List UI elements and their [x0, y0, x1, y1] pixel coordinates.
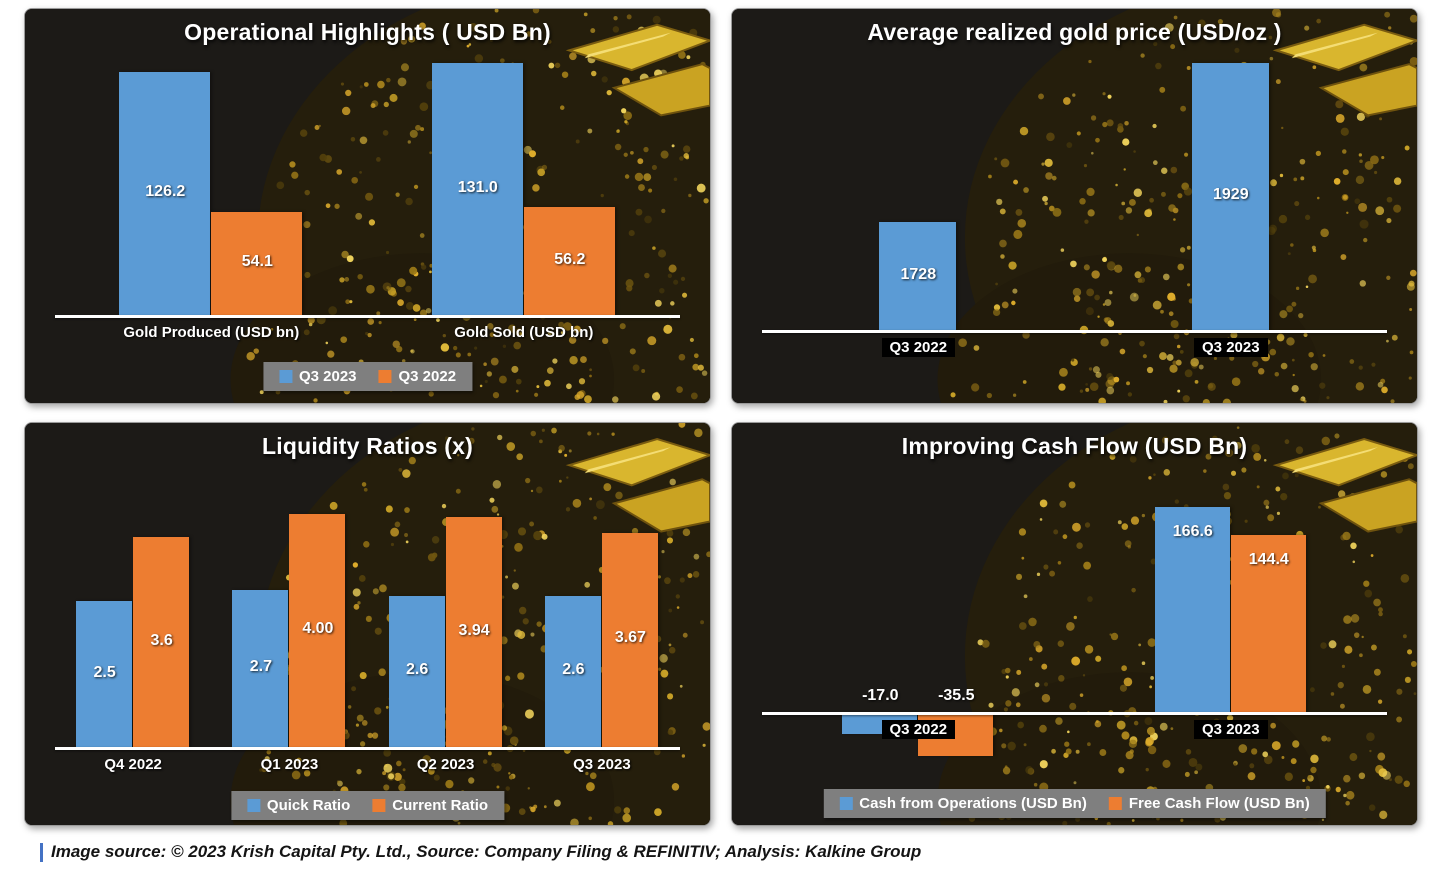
x-axis-line — [762, 712, 1387, 715]
x-axis-line — [762, 330, 1387, 333]
panel-average-gold-price: Average realized gold price (USD/oz ) 17… — [731, 8, 1418, 404]
chart-plot-area: 1728 Q3 2022 1929 Q3 2023 — [762, 63, 1387, 331]
category-label-text: Q1 2023 — [261, 756, 319, 773]
chart-plot-area: -17.0 -35.5 Q3 2022 166.6 144.4 Q3 2023 — [762, 503, 1387, 768]
bar-value-label: 56.2 — [502, 251, 638, 269]
category-label-text: Q3 2022 — [882, 720, 956, 739]
bar-value-label: 144.4 — [1209, 551, 1329, 569]
category-label: Q3 2022 — [798, 721, 1038, 738]
bar-value-label: 166.6 — [1133, 523, 1253, 541]
chart-title: Improving Cash Flow (USD Bn) — [742, 433, 1407, 460]
legend-swatch-blue — [247, 799, 260, 812]
footer: Image source: © 2023 Krish Capital Pty. … — [40, 842, 1444, 862]
bar-value-label: 2.6 — [367, 661, 468, 679]
image-source-caption: Image source: © 2023 Krish Capital Pty. … — [51, 842, 921, 862]
panel-improving-cash-flow: Improving Cash Flow (USD Bn) -17.0 -35.5 Q… — [731, 422, 1418, 826]
bar-value-label: 2.7 — [210, 658, 311, 676]
legend-label: Quick Ratio — [267, 797, 350, 814]
footer-accent-bar — [40, 843, 43, 862]
legend-swatch-orange — [379, 370, 392, 383]
legend-label: Q3 2022 — [399, 368, 457, 385]
chart-legend: Cash from Operations (USD Bn) Free Cash … — [823, 789, 1325, 818]
bar-value-label: 3.67 — [580, 629, 681, 647]
category-label-text: Gold Sold (USD bn) — [454, 324, 593, 341]
bar-value-label: 1929 — [1170, 186, 1292, 204]
x-axis-line — [55, 315, 680, 318]
legend-label: Q3 2023 — [299, 368, 357, 385]
charts-grid: Operational Highlights ( USD Bn) 126.2 54… — [0, 0, 1444, 826]
chart-legend: Quick Ratio Current Ratio — [231, 791, 504, 820]
legend-item: Cash from Operations (USD Bn) — [839, 795, 1087, 812]
legend-item: Quick Ratio — [247, 797, 350, 814]
bar-value-label: 4.00 — [267, 620, 368, 638]
category-label-text: Q2 2023 — [417, 756, 475, 773]
category-label-text: Q4 2022 — [104, 756, 162, 773]
legend-swatch-blue — [839, 797, 852, 810]
category-label-text: Q3 2023 — [1194, 720, 1268, 739]
category-label: Gold Produced (USD bn) — [91, 324, 331, 341]
category-label-text: Q3 2023 — [573, 756, 631, 773]
bar-value-label: 2.6 — [523, 661, 624, 679]
chart-plot-area: 2.5 3.6 Q4 2022 2.7 4.00 Q1 2023 2.6 3.94 Q2 202… — [55, 493, 680, 748]
legend-swatch-orange — [372, 799, 385, 812]
legend-label: Free Cash Flow (USD Bn) — [1129, 795, 1310, 812]
category-label: Q3 2022 — [798, 339, 1038, 356]
x-axis-line — [55, 747, 680, 750]
category-label: Q3 2023 — [482, 756, 711, 773]
bar-value-label: 3.6 — [111, 632, 212, 650]
legend-swatch-orange — [1109, 797, 1122, 810]
chart-title: Average realized gold price (USD/oz ) — [742, 19, 1407, 46]
category-label-text: Q3 2023 — [1194, 338, 1268, 357]
category-label: Gold Sold (USD bn) — [404, 324, 644, 341]
chart-title: Liquidity Ratios (x) — [35, 433, 700, 460]
category-label-text: Gold Produced (USD bn) — [123, 324, 299, 341]
legend-item: Current Ratio — [372, 797, 488, 814]
chart-plot-area: 126.2 54.1 Gold Produced (USD bn) 131.0 56.2… — [55, 61, 680, 316]
chart-title: Operational Highlights ( USD Bn) — [35, 19, 700, 46]
bar-value-label: 3.94 — [424, 622, 525, 640]
legend-label: Cash from Operations (USD Bn) — [859, 795, 1087, 812]
category-label: Q3 2023 — [1111, 339, 1351, 356]
panel-liquidity-ratios: Liquidity Ratios (x) 2.5 3.6 Q4 2022 2.7 4.0… — [24, 422, 711, 826]
category-label: Q3 2023 — [1111, 721, 1351, 738]
legend-item: Q3 2022 — [379, 368, 457, 385]
bar-value-label: 126.2 — [97, 183, 233, 201]
legend-label: Current Ratio — [392, 797, 488, 814]
chart-legend: Q3 2023 Q3 2022 — [263, 362, 472, 391]
bar-value-label: 1728 — [857, 266, 979, 284]
legend-item: Free Cash Flow (USD Bn) — [1109, 795, 1310, 812]
bar-value-label: 2.5 — [54, 664, 155, 682]
panel-operational-highlights: Operational Highlights ( USD Bn) 126.2 54… — [24, 8, 711, 404]
legend-swatch-blue — [279, 370, 292, 383]
legend-item: Q3 2023 — [279, 368, 357, 385]
bar-value-label: -35.5 — [896, 687, 1016, 705]
category-label-text: Q3 2022 — [882, 338, 956, 357]
bar-value-label: 131.0 — [410, 179, 546, 197]
bar-value-label: 54.1 — [189, 253, 325, 271]
